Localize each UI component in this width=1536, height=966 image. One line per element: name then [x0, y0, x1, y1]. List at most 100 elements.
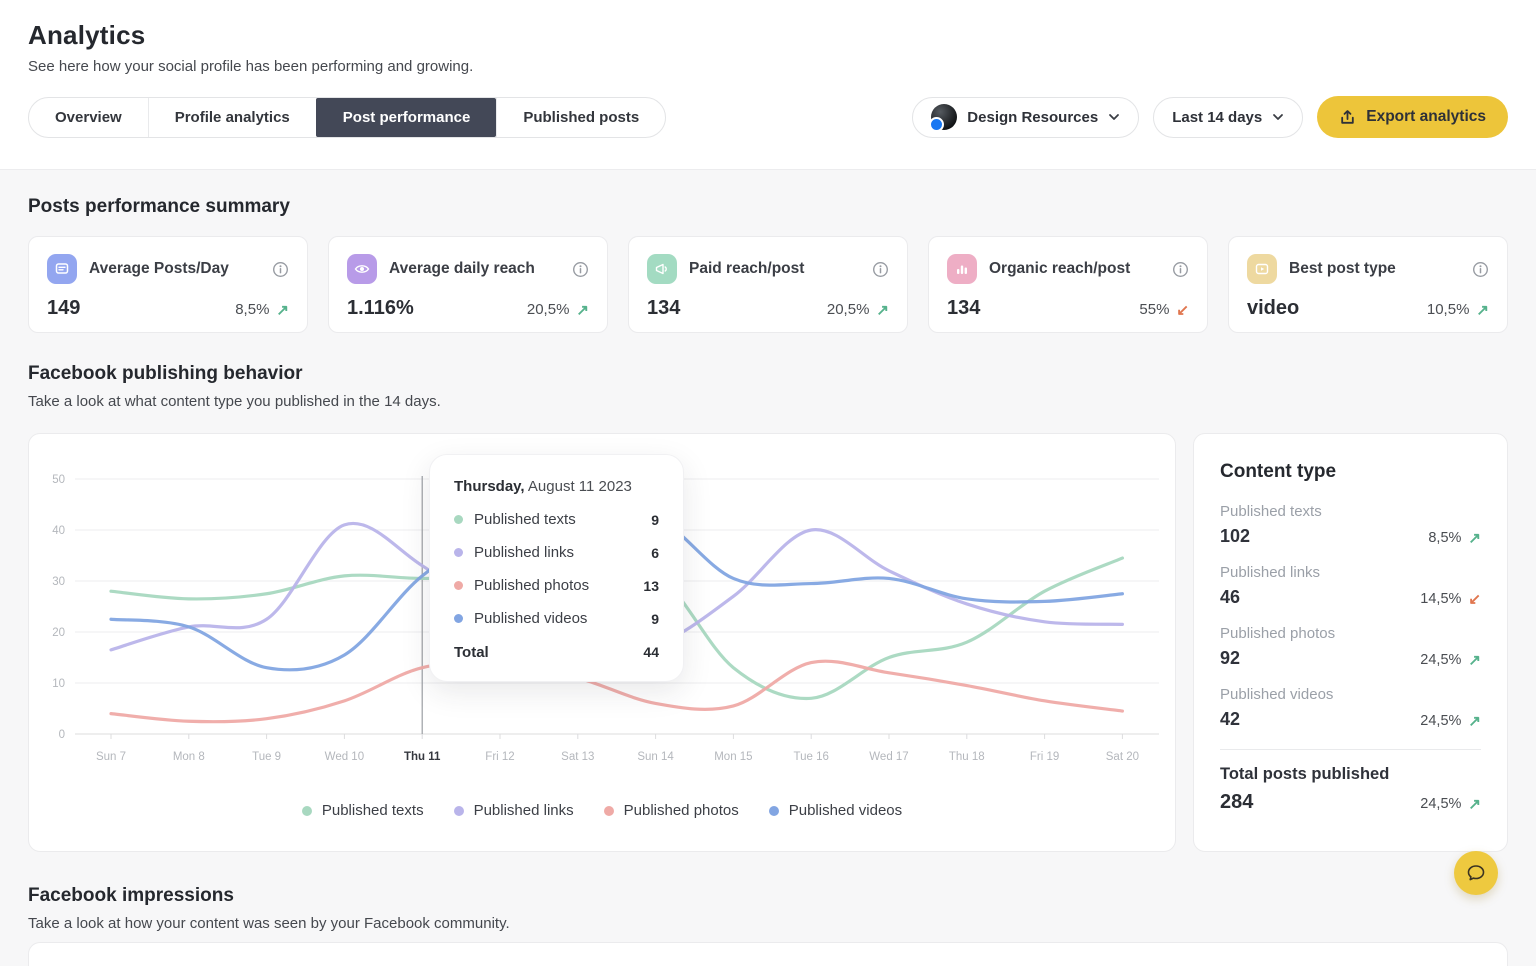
card-organic-reach-per-post: Organic reach/post 134 55% ↙: [928, 236, 1208, 333]
publishing-chart-card: 0 10 20 30 40 50 Sun 7 Mon 8 Tue 9 Wed 10 Thu 11 Fr…: [28, 433, 1176, 852]
tooltip-row: Published videos 9: [454, 610, 659, 627]
bar-chart-icon: [947, 254, 977, 284]
svg-text:30: 30: [52, 576, 65, 588]
trend-arrow-icon: ↙: [1468, 591, 1481, 608]
trend-arrow-icon: ↗: [1476, 301, 1489, 319]
trend-arrow-icon: ↗: [876, 301, 889, 319]
date-range-label: Last 14 days: [1172, 108, 1263, 126]
svg-text:Wed 10: Wed 10: [325, 751, 364, 763]
trend-arrow-icon: ↙: [1176, 301, 1189, 319]
chart-tooltip: Thursday, August 11 2023 Published texts…: [429, 454, 684, 682]
export-label: Export analytics: [1366, 108, 1486, 125]
info-icon[interactable]: [872, 261, 889, 278]
avatar: [929, 104, 958, 132]
export-icon: [1341, 109, 1354, 124]
svg-text:Mon 8: Mon 8: [173, 751, 205, 763]
content-type-item: Published photos 92 24,5% ↗: [1220, 625, 1481, 669]
card-label: Average Posts/Day: [89, 260, 229, 277]
content-type-panel: Content type Published texts 102 8,5% ↗ P…: [1193, 433, 1508, 852]
series-dot: [768, 805, 779, 816]
legend-item[interactable]: Published links: [453, 802, 574, 819]
card-value: 149: [47, 297, 81, 319]
trend-arrow-icon: ↗: [1468, 652, 1481, 669]
export-analytics-button[interactable]: Export analytics: [1317, 96, 1508, 138]
svg-text:Sat 13: Sat 13: [561, 751, 594, 763]
card-paid-reach-per-post: Paid reach/post 134 20,5% ↗: [628, 236, 908, 333]
legend-item[interactable]: Published photos: [603, 802, 739, 819]
info-icon[interactable]: [272, 261, 289, 278]
svg-text:0: 0: [59, 729, 65, 741]
svg-text:Fri 19: Fri 19: [1030, 751, 1059, 763]
trend-arrow-icon: ↗: [276, 301, 289, 319]
page-subtitle: See here how your social profile has bee…: [28, 58, 474, 75]
card-best-post-type: Best post type video 10,5% ↗: [1228, 236, 1508, 333]
svg-text:50: 50: [52, 474, 65, 486]
tab-post-performance[interactable]: Post performance: [315, 97, 497, 137]
tab-profile-analytics[interactable]: Profile analytics: [147, 97, 316, 137]
svg-text:20: 20: [52, 627, 65, 639]
card-value: 1.116%: [347, 297, 414, 319]
card-value: 134: [647, 297, 681, 319]
profile-selector[interactable]: Design Resources: [912, 96, 1140, 138]
info-icon[interactable]: [1172, 261, 1189, 278]
svg-text:Thu 18: Thu 18: [949, 751, 985, 763]
card-average-posts-per-day: Average Posts/Day 149 8,5% ↗: [28, 236, 308, 333]
legend-item[interactable]: Published videos: [768, 802, 902, 819]
card-label: Organic reach/post: [989, 260, 1131, 277]
series-dot: [603, 805, 614, 816]
date-range-selector[interactable]: Last 14 days: [1153, 96, 1304, 138]
chart-legend: Published texts Published links Publishe…: [29, 802, 1175, 819]
series-dot: [454, 515, 463, 524]
impressions-chart-card-peek: [28, 942, 1508, 966]
card-change: 10,5% ↗: [1426, 301, 1489, 319]
chat-widget-button[interactable]: [1454, 851, 1498, 895]
svg-text:40: 40: [52, 525, 65, 537]
toolbar: Design Resources Last 14 days Export ana…: [912, 96, 1508, 138]
svg-text:10: 10: [52, 678, 65, 690]
tooltip-date: Thursday, August 11 2023: [454, 478, 632, 495]
publishing-subtitle: Take a look at what content type you pub…: [28, 393, 441, 410]
card-value: video: [1247, 297, 1300, 319]
content-type-item: Published videos 42 24,5% ↗: [1220, 686, 1481, 730]
chevron-down-icon: [1109, 114, 1120, 120]
header: Analytics See here how your social profi…: [0, 0, 1536, 170]
publishing-heading: Facebook publishing behavior: [28, 363, 303, 384]
svg-text:Mon 15: Mon 15: [714, 751, 752, 763]
content-type-item: Published links 46 14,5% ↙: [1220, 564, 1481, 608]
card-average-daily-reach: Average daily reach 1.116% 20,5% ↗: [328, 236, 608, 333]
tooltip-row: Published links 6: [454, 544, 659, 561]
info-icon[interactable]: [1472, 261, 1489, 278]
megaphone-icon: [647, 254, 677, 284]
card-change: 8,5% ↗: [235, 301, 289, 319]
impressions-heading: Facebook impressions: [28, 885, 234, 906]
card-change: 55% ↙: [1139, 301, 1189, 319]
svg-text:Sun 14: Sun 14: [637, 751, 674, 763]
info-icon[interactable]: [572, 261, 589, 278]
card-label: Average daily reach: [389, 260, 535, 277]
impressions-subtitle: Take a look at how your content was seen…: [28, 915, 510, 932]
trend-arrow-icon: ↗: [1468, 796, 1481, 813]
analytics-tabs: Overview Profile analytics Post performa…: [28, 96, 667, 138]
page-title: Analytics: [28, 20, 146, 50]
profile-selector-label: Design Resources: [967, 108, 1099, 126]
tab-overview[interactable]: Overview: [29, 98, 148, 137]
legend-item[interactable]: Published texts: [301, 802, 424, 819]
chevron-down-icon: [1273, 114, 1284, 120]
post-icon: [47, 254, 77, 284]
chat-bubble-icon: [1467, 865, 1485, 881]
series-dot: [301, 805, 312, 816]
card-change: 20,5% ↗: [526, 301, 589, 319]
card-label: Paid reach/post: [689, 260, 805, 277]
svg-text:Sun 7: Sun 7: [96, 751, 126, 763]
series-dot: [454, 548, 463, 557]
content-type-heading: Content type: [1220, 461, 1337, 482]
series-dot: [454, 581, 463, 590]
trend-arrow-icon: ↗: [1468, 530, 1481, 547]
tab-published-posts[interactable]: Published posts: [496, 97, 665, 137]
svg-text:Tue 16: Tue 16: [794, 751, 829, 763]
eye-icon: [347, 254, 377, 284]
series-dot: [453, 805, 464, 816]
tooltip-row: Published photos 13: [454, 577, 659, 594]
svg-text:Tue 9: Tue 9: [252, 751, 281, 763]
trend-arrow-icon: ↗: [1468, 713, 1481, 730]
